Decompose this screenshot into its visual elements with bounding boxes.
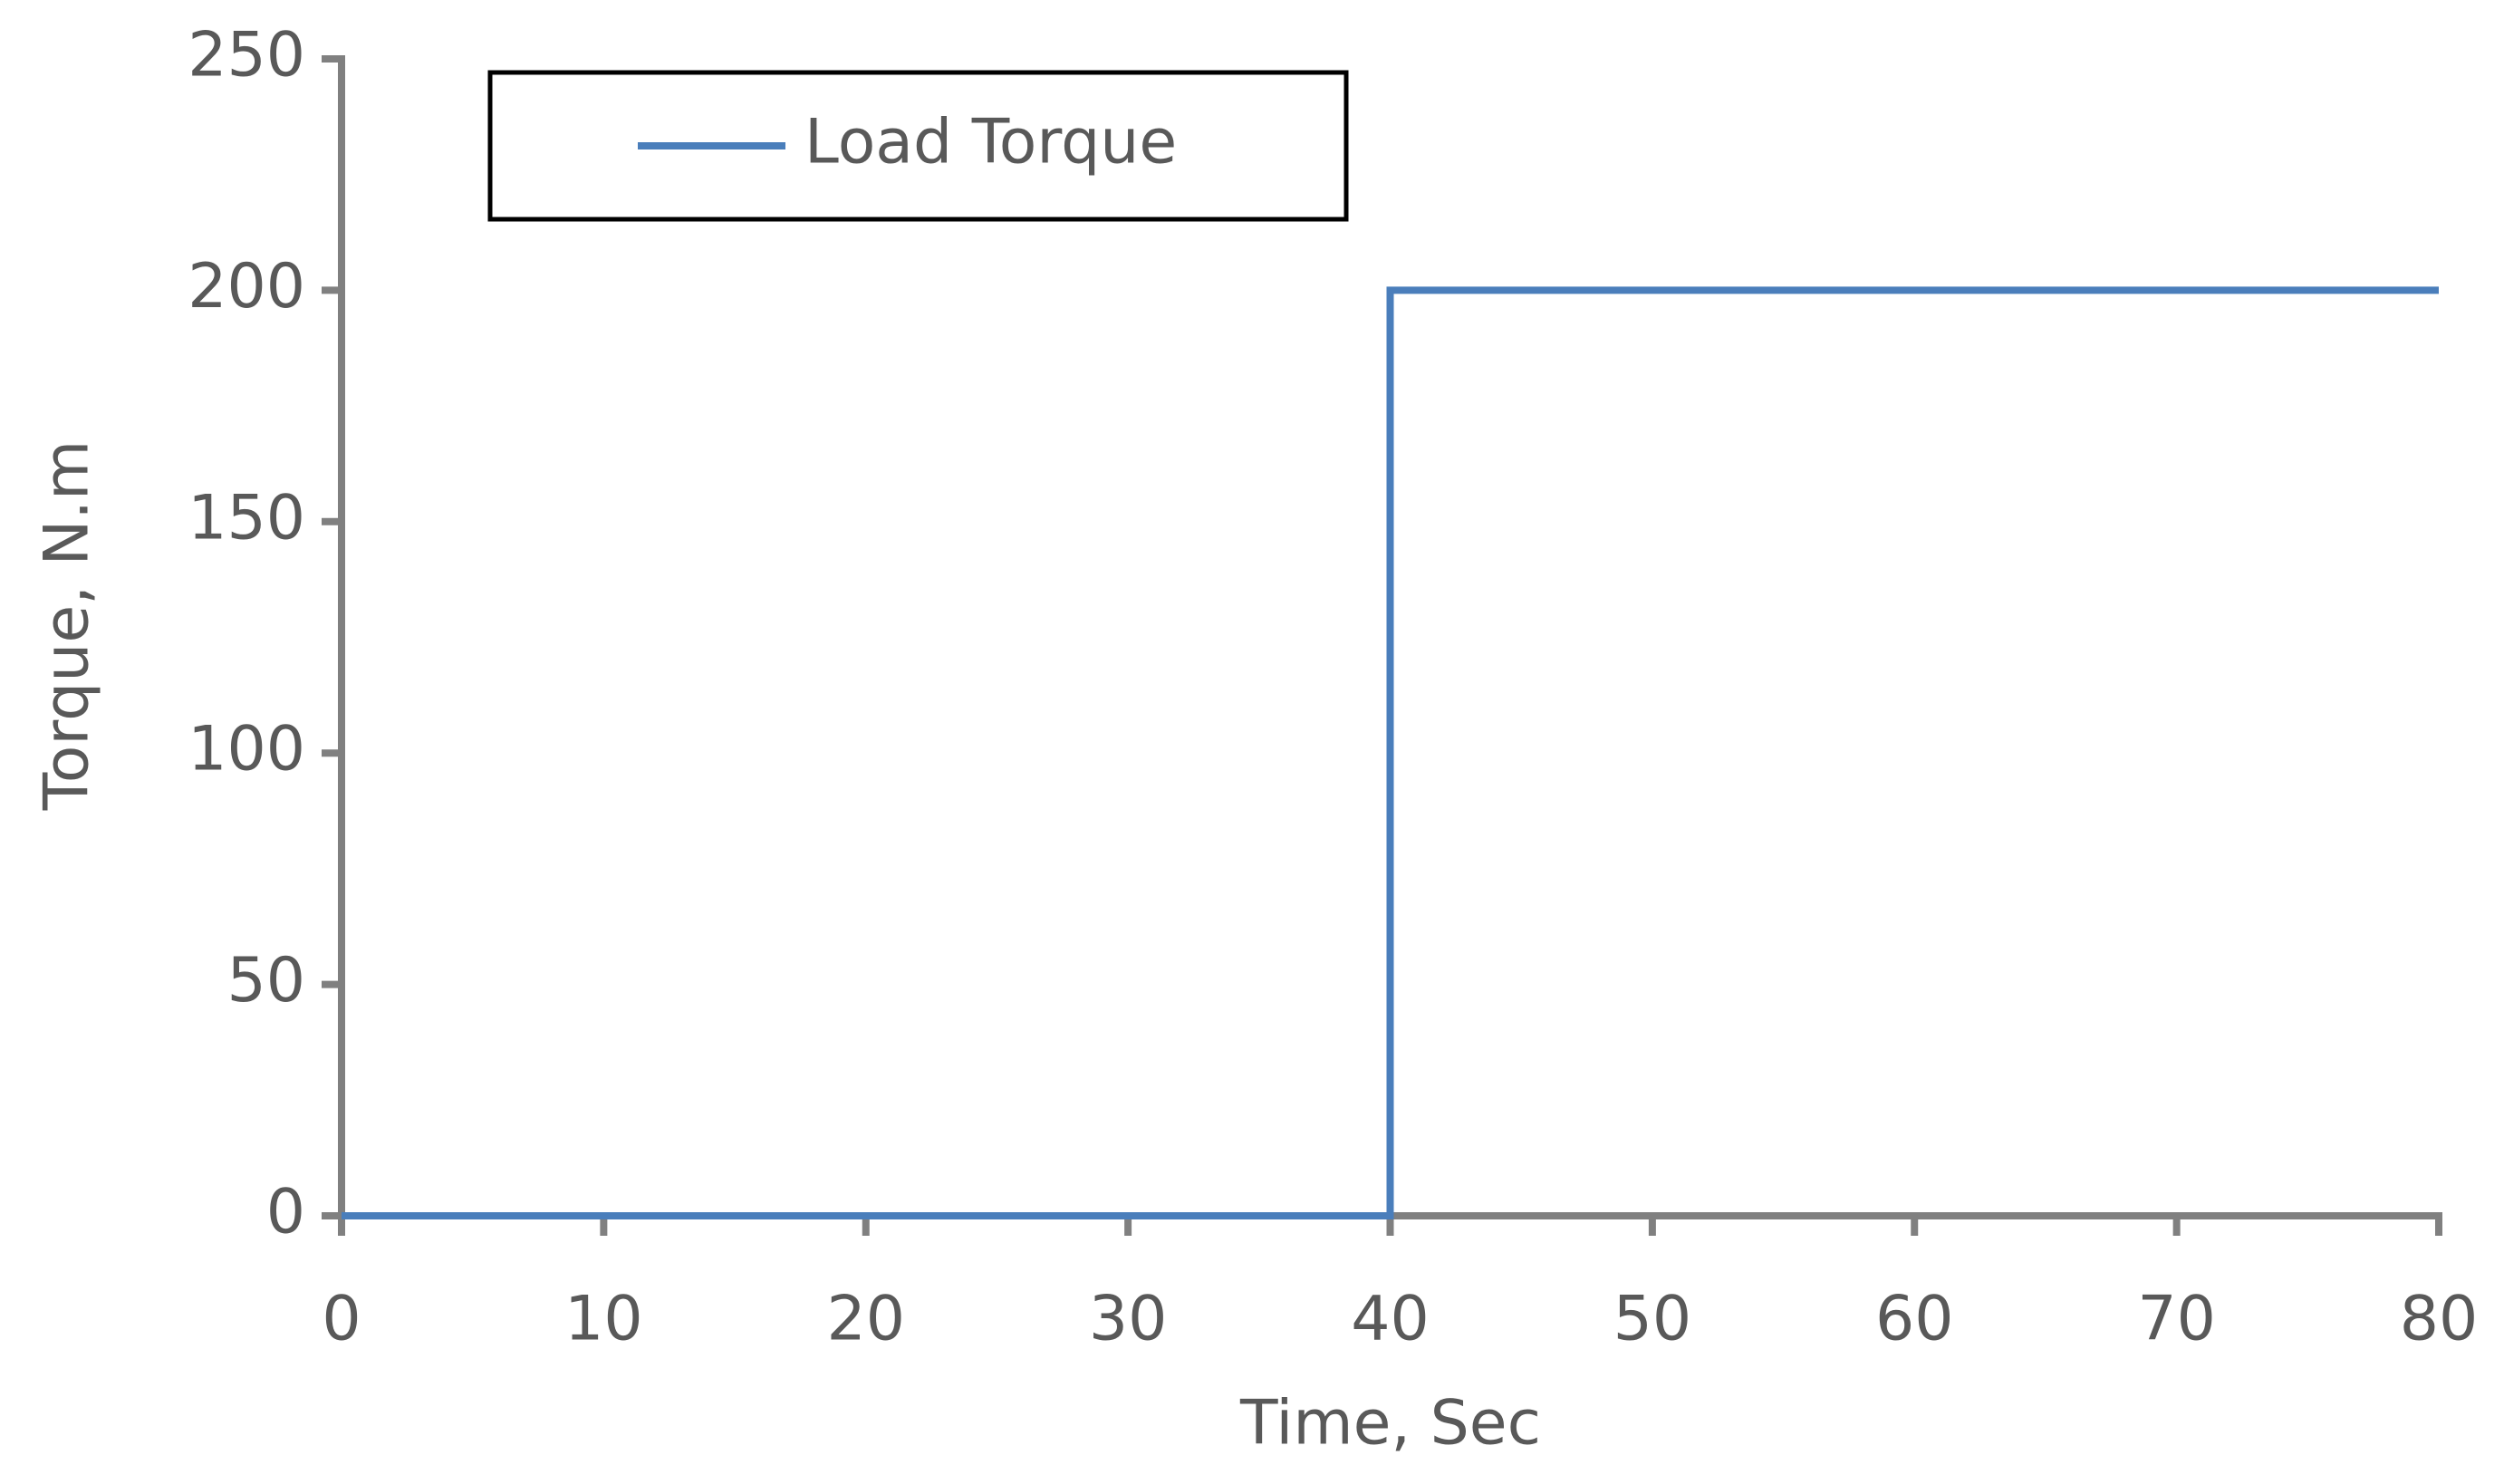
x-tick-label: 40 xyxy=(1351,1284,1430,1355)
legend-label: Load Torque xyxy=(804,107,1177,178)
x-tick-label: 50 xyxy=(1613,1284,1692,1355)
y-axis-title: Torque, N.m xyxy=(32,440,103,811)
x-tick-label: 20 xyxy=(826,1284,905,1355)
x-axis-title: Time, Sec xyxy=(1239,1388,1541,1460)
y-tick-label: 100 xyxy=(188,714,305,785)
x-tick-label: 10 xyxy=(564,1284,643,1355)
x-tick-label: 0 xyxy=(322,1284,361,1355)
y-tick-label: 50 xyxy=(226,945,305,1017)
x-tick-label: 60 xyxy=(1875,1284,1954,1355)
y-tick-label: 150 xyxy=(188,482,305,554)
legend-box xyxy=(487,70,1349,222)
x-tick-label: 70 xyxy=(2137,1284,2216,1355)
y-tick-label: 0 xyxy=(266,1177,305,1248)
y-tick-label: 250 xyxy=(188,20,305,92)
x-tick-label: 30 xyxy=(1089,1284,1168,1355)
y-tick-label: 200 xyxy=(188,251,305,323)
x-tick-label: 80 xyxy=(2400,1284,2479,1355)
data-line xyxy=(342,286,2439,1219)
